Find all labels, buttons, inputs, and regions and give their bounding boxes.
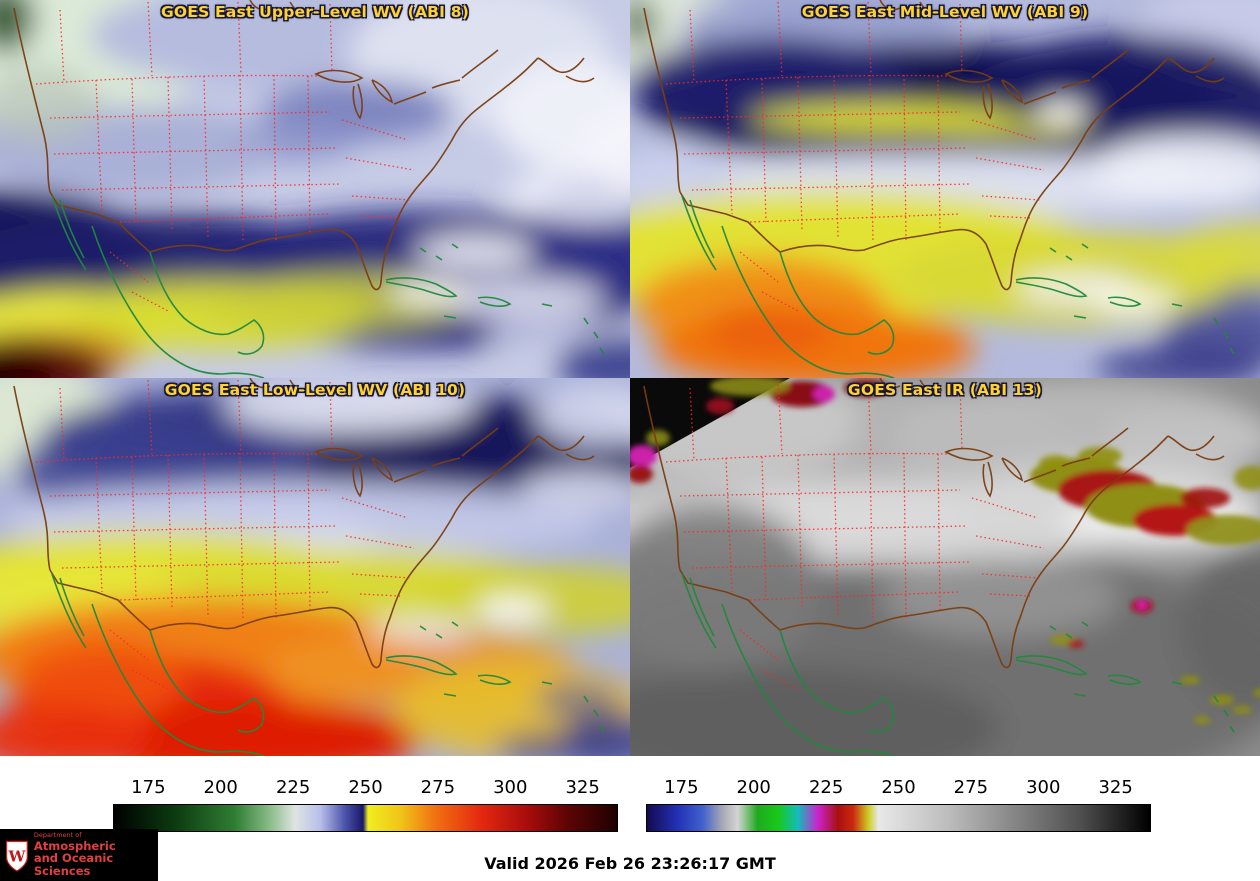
colorbar-wv: 175 200 225 250 275 300 325 (113, 777, 618, 837)
aos-logo: W Department of Atmospheric and Oceanic … (0, 829, 158, 881)
colorbar-wv-ticks: 175 200 225 250 275 300 325 (113, 777, 618, 804)
tick-label: 325 (565, 777, 600, 798)
low-wv-imagery (0, 378, 630, 756)
tick-label: 250 (881, 777, 916, 798)
colorbar-wv-gradient (113, 804, 618, 832)
valid-time-label: Valid 2026 Feb 26 23:26:17 GMT (484, 854, 776, 873)
colorbar-ir-gradient (646, 804, 1151, 832)
panel-low-wv: GOES East Low-Level WV (ABI 10) (0, 378, 630, 756)
logo-line-3: and Oceanic Sciences (33, 851, 114, 878)
upper-wv-imagery (0, 0, 630, 378)
panel-grid: GOES East Upper-Level WV (ABI 8) (0, 0, 1260, 756)
logo-line-1: Department of (33, 831, 82, 840)
tick-label: 275 (420, 777, 456, 798)
panel-mid-wv: GOES East Mid-Level WV (ABI 9) (630, 0, 1260, 378)
panel-title-mid-wv: GOES East Mid-Level WV (ABI 9) (801, 3, 1089, 21)
tick-label: 200 (736, 777, 771, 798)
tick-label: 325 (1098, 777, 1133, 798)
tick-label: 300 (1026, 777, 1061, 798)
tick-label: 175 (664, 777, 699, 798)
uw-crest-icon: W (5, 840, 28, 872)
tick-label: 225 (275, 777, 311, 798)
colorbar-ir: 175 200 225 250 275 300 325 (646, 777, 1151, 837)
tick-label: 200 (203, 777, 238, 798)
aos-logo-text: Department of Atmospheric and Oceanic Sc… (34, 832, 153, 877)
tick-label: 225 (808, 777, 844, 798)
crest-letter: W (7, 847, 26, 865)
tick-label: 250 (348, 777, 383, 798)
colorbar-ir-ticks: 175 200 225 250 275 300 325 (646, 777, 1151, 804)
tick-label: 275 (953, 777, 989, 798)
panel-upper-wv: GOES East Upper-Level WV (ABI 8) (0, 0, 630, 378)
ir-imagery (630, 378, 1260, 756)
tick-label: 300 (493, 777, 528, 798)
panel-title-low-wv: GOES East Low-Level WV (ABI 10) (164, 381, 466, 399)
tick-label: 175 (131, 777, 166, 798)
mid-wv-imagery (630, 0, 1260, 378)
panel-ir: GOES East IR (ABI 13) (630, 378, 1260, 756)
logo-line-2: Atmospheric (33, 838, 116, 853)
panel-title-ir: GOES East IR (ABI 13) (847, 381, 1043, 399)
panel-title-upper-wv: GOES East Upper-Level WV (ABI 8) (160, 3, 470, 21)
